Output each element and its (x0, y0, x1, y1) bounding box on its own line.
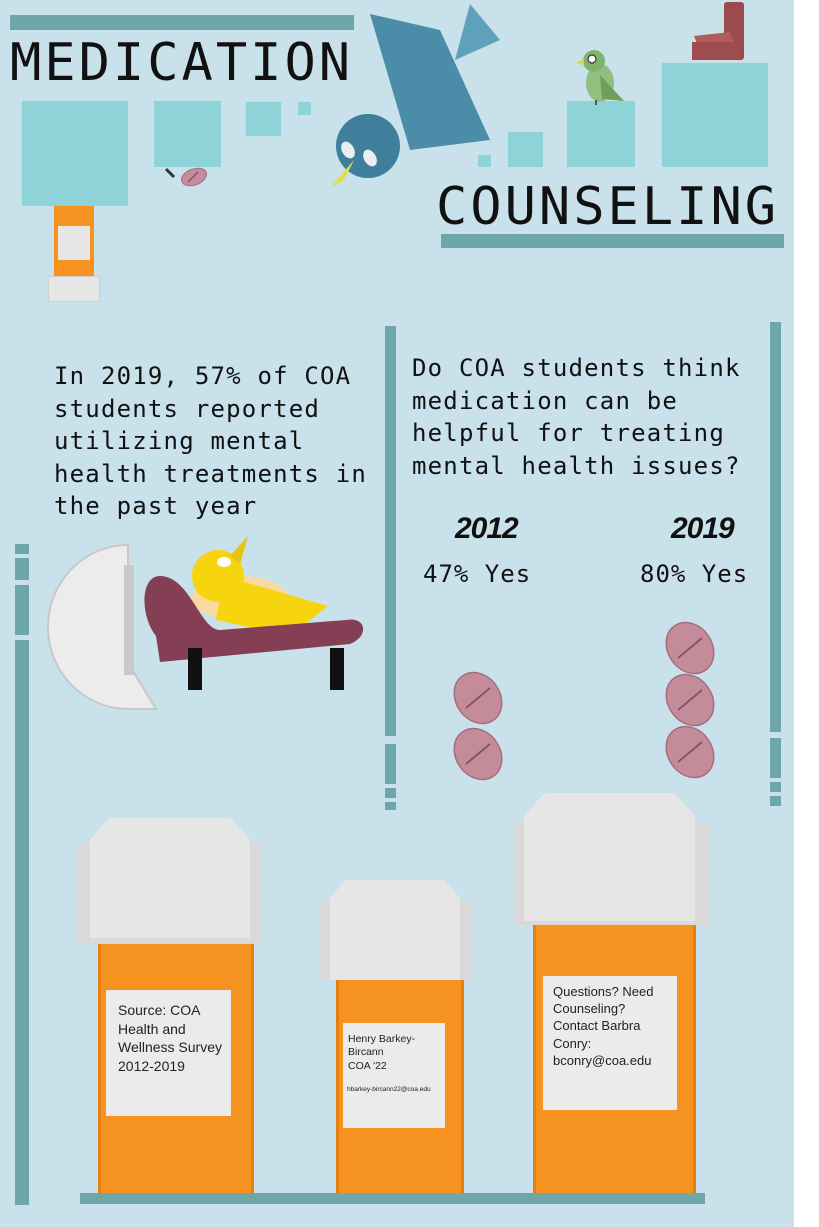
left-bar-segment (15, 585, 29, 635)
pill-column-2012 (453, 671, 503, 781)
tile (508, 132, 543, 167)
contact-label: Questions? Need Counseling? Contact Barb… (543, 976, 677, 1110)
pill-icon (453, 671, 503, 725)
pill-icon (665, 621, 715, 675)
small-bottle-icon (48, 206, 100, 302)
pill-icon (665, 673, 715, 727)
center-divider-segment (385, 802, 396, 810)
armchair-icon (692, 2, 744, 60)
couch-icon (144, 536, 364, 690)
title-bottom-bar (441, 234, 784, 248)
right-divider-segment (770, 796, 781, 806)
bottom-shelf (80, 1193, 705, 1204)
center-divider (385, 326, 396, 736)
author-class: COA '22 (348, 1060, 387, 1072)
source-text: Source: COA Health and Wellness Survey 2… (118, 1002, 223, 1074)
pill-icon (665, 725, 715, 779)
title-medication: MEDICATION (10, 33, 354, 93)
title-top-bar (10, 15, 354, 30)
tile (154, 101, 221, 167)
left-bar-segment (15, 544, 29, 554)
green-bird-icon (576, 50, 624, 105)
right-divider-segment (770, 738, 781, 778)
left-bar-segment (15, 558, 29, 580)
year-2012: 2012 (455, 512, 519, 545)
tile (567, 101, 635, 167)
tile (298, 102, 311, 115)
contact-text: Questions? Need Counseling? Contact Barb… (553, 984, 654, 1068)
year-2019: 2019 (671, 512, 735, 545)
tile (22, 101, 128, 206)
source-label: Source: COA Health and Wellness Survey 2… (106, 990, 231, 1116)
poster: MEDICATION (0, 0, 794, 1227)
tile (478, 155, 491, 167)
value-2012: 47% Yes (423, 560, 532, 588)
left-stat-text: In 2019, 57% of COA students reported ut… (54, 362, 367, 520)
tile (662, 63, 768, 167)
author-label: Henry Barkey-Bircann COA '22 hbarkey-bir… (343, 1023, 445, 1128)
center-divider-segment (385, 744, 396, 784)
pill-column-2019 (665, 621, 715, 779)
left-bar (15, 640, 29, 1205)
center-divider-segment (385, 788, 396, 798)
yellow-bird-icon (192, 536, 328, 636)
right-divider-segment (770, 782, 781, 792)
right-divider (770, 322, 781, 732)
author-email: hbarkey-bircann22@coa.edu (347, 1086, 431, 1093)
title-counseling: COUNSELING (436, 177, 780, 237)
question-text: Do COA students think medication can be … (412, 354, 741, 480)
pill-icon (164, 167, 208, 187)
tile (246, 102, 281, 136)
blue-bird-icon (330, 4, 500, 188)
value-2019: 80% Yes (640, 560, 749, 588)
pill-bottle-icon (513, 793, 710, 1195)
author-name: Henry Barkey-Bircann (348, 1033, 416, 1058)
pill-icon (453, 727, 503, 781)
